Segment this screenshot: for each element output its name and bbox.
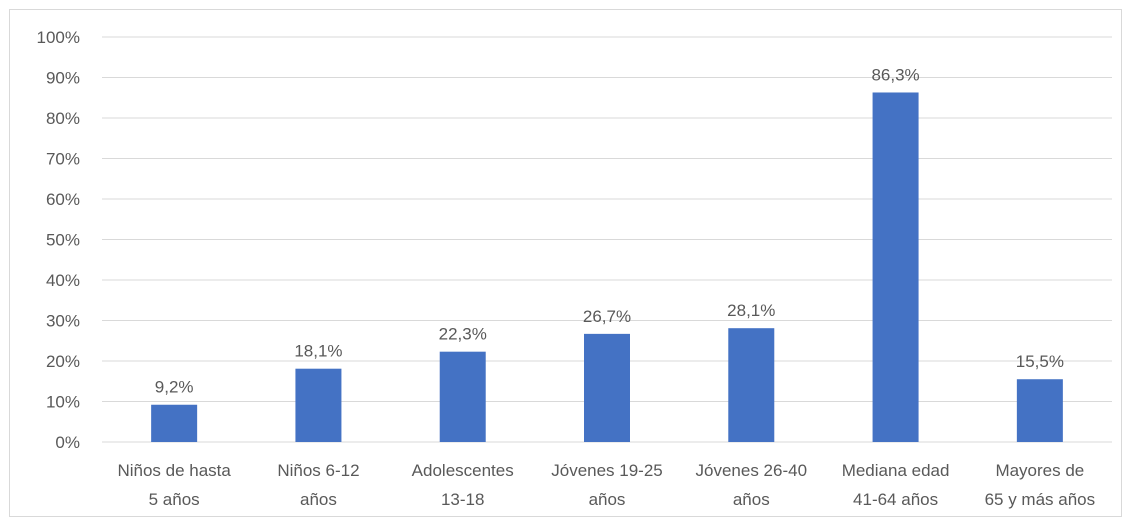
y-tick-label: 30%	[46, 312, 80, 331]
y-tick-label: 100%	[37, 28, 80, 47]
x-category-label: Mayores de	[995, 461, 1084, 480]
bar	[151, 404, 198, 442]
data-label: 18,1%	[294, 342, 342, 361]
y-tick-label: 90%	[46, 69, 80, 88]
data-label: 15,5%	[1016, 352, 1064, 371]
x-category-label: Jóvenes 26-40	[696, 461, 808, 480]
x-category-label: 65 y más años	[985, 490, 1096, 509]
y-tick-label: 10%	[46, 393, 80, 412]
x-category-label: 5 años	[149, 490, 200, 509]
y-tick-label: 20%	[46, 352, 80, 371]
data-label: 9,2%	[155, 378, 194, 397]
bar	[1016, 379, 1063, 442]
data-label: 26,7%	[583, 307, 631, 326]
data-label: 28,1%	[727, 301, 775, 320]
x-category-label: 13-18	[441, 490, 484, 509]
bar	[439, 351, 486, 442]
data-label: 86,3%	[871, 65, 919, 84]
x-category-label: años	[300, 490, 337, 509]
data-label: 22,3%	[439, 325, 487, 344]
bar	[872, 92, 919, 443]
bar	[728, 328, 775, 442]
y-tick-label: 80%	[46, 109, 80, 128]
y-tick-label: 0%	[55, 433, 80, 452]
x-category-label: años	[733, 490, 770, 509]
x-category-label: Niños 6-12	[277, 461, 359, 480]
x-category-label: 41-64 años	[853, 490, 938, 509]
x-category-label: años	[589, 490, 626, 509]
x-category-label: Jóvenes 19-25	[551, 461, 663, 480]
bar	[295, 368, 342, 442]
bar	[584, 333, 630, 442]
y-tick-label: 60%	[46, 190, 80, 209]
x-category-label: Adolescentes	[412, 461, 514, 480]
x-category-label: Niños de hasta	[117, 461, 231, 480]
y-tick-label: 70%	[46, 150, 80, 169]
y-tick-label: 40%	[46, 271, 80, 290]
y-tick-label: 50%	[46, 231, 80, 250]
x-category-label: Mediana edad	[842, 461, 950, 480]
